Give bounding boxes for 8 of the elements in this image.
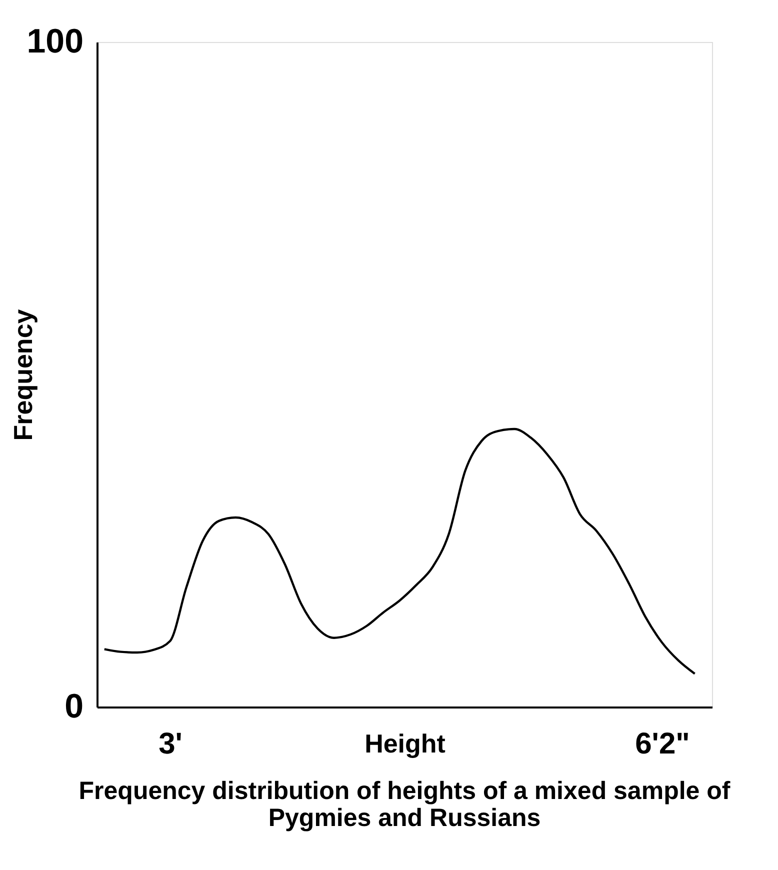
x-tick-label: 3' (158, 728, 182, 760)
y-tick-label: 0 (64, 688, 84, 726)
y-tick-label: 100 (26, 22, 84, 60)
x-tick-label: 6'2" (635, 728, 690, 760)
line-series (103, 428, 696, 675)
y-axis-title: Frequency (8, 308, 38, 441)
text: Frequency distribution of heights of a mixed sample of Pygmies and Russians (78, 777, 731, 832)
x-axis-title: Height (364, 728, 446, 758)
